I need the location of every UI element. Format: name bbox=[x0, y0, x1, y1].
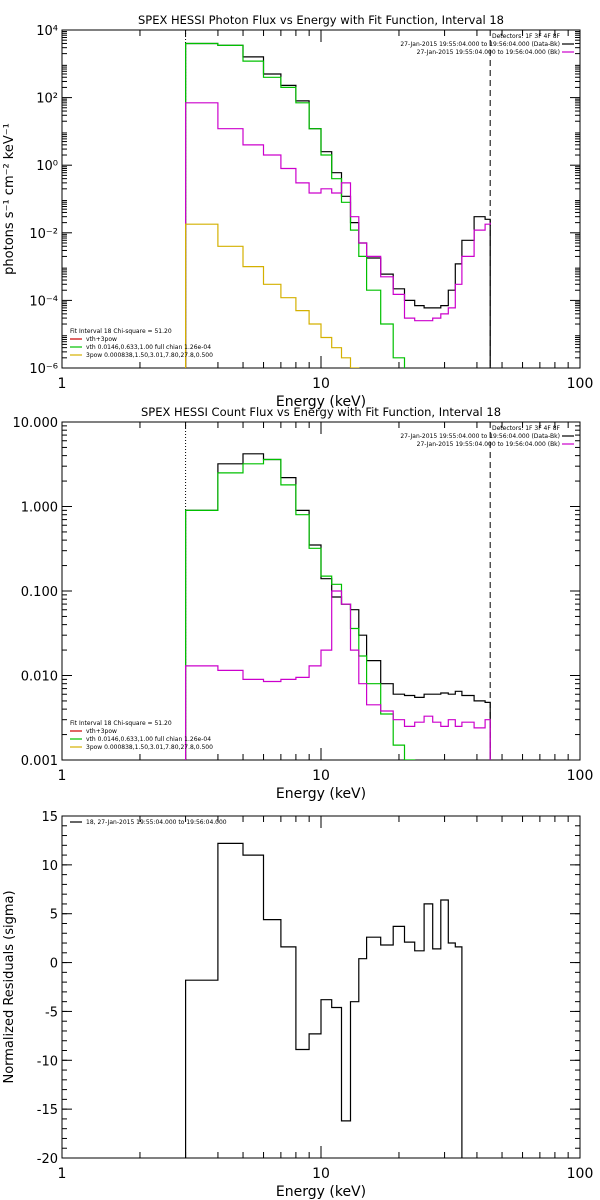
legend-text: vth+3pow bbox=[86, 336, 117, 343]
x-tick-label: 10 bbox=[312, 376, 330, 392]
legend-text: vth 0.0146,0.633,1.00 full chian 1.26e-0… bbox=[86, 736, 211, 743]
y-tick-label: -10 bbox=[37, 1054, 58, 1069]
x-tick-label: 1 bbox=[58, 1166, 67, 1182]
chart-panel-1: SPEX HESSI Photon Flux vs Energy with Fi… bbox=[2, 13, 594, 410]
x-tick-label: 1 bbox=[58, 768, 67, 784]
x-tick-label: 100 bbox=[567, 376, 594, 392]
series-vth bbox=[185, 42, 406, 368]
legend-text: 3pow 0.000838,1.50,3.01,7.80,27.8,0.500 bbox=[86, 352, 213, 359]
y-tick-label: 5 bbox=[50, 908, 58, 923]
axis-frame bbox=[61, 421, 581, 761]
x-tick-label: 100 bbox=[567, 768, 594, 784]
axis-frame bbox=[61, 29, 581, 369]
series-bk bbox=[185, 590, 491, 760]
y-tick-label: -5 bbox=[45, 1005, 58, 1020]
series-residuals bbox=[185, 842, 463, 1158]
y-tick-label: 10.000 bbox=[13, 416, 59, 431]
y-tick-label: 15 bbox=[41, 810, 58, 825]
legend-text: Fit Interval 18 Chi-square = 51.20 bbox=[70, 720, 172, 727]
series-group bbox=[185, 453, 491, 760]
legend-bottom: Fit Interval 18 Chi-square = 51.20vth+3p… bbox=[70, 328, 213, 359]
x-axis-label: Energy (keV) bbox=[276, 1184, 366, 1200]
x-tick-label: 1 bbox=[58, 376, 67, 392]
y-tick-label: -15 bbox=[37, 1103, 58, 1118]
legend-text: 27-Jan-2015 19:55:04.000 to 19:56:04.000… bbox=[400, 433, 560, 440]
y-axis-label: Normalized Residuals (sigma) bbox=[2, 890, 17, 1083]
x-tick-label: 100 bbox=[567, 1166, 594, 1182]
legend-text: 27-Jan-2015 19:55:04.000 to 19:56:04.000… bbox=[417, 49, 560, 56]
legend-text: vth+3pow bbox=[86, 728, 117, 735]
chart-title: SPEX HESSI Photon Flux vs Energy with Fi… bbox=[138, 13, 504, 27]
legend-text: vth 0.0146,0.633,1.00 full chian 1.26e-0… bbox=[86, 344, 211, 351]
legend-bottom: Fit Interval 18 Chi-square = 51.20vth+3p… bbox=[70, 720, 213, 751]
chart-panel-3: 1 10 100 Energy (keV) -20 -15 -10 -5 0 5 10 15 Norma… bbox=[2, 810, 593, 1200]
y-tick-label: 10² bbox=[36, 92, 58, 107]
legend-text: 27-Jan-2015 19:55:04.000 to 19:56:04.000… bbox=[417, 441, 560, 448]
x-tick-label: 10 bbox=[312, 1166, 330, 1182]
series-3pow bbox=[185, 223, 360, 368]
series-vth bbox=[185, 458, 416, 760]
x-axis-label: Energy (keV) bbox=[276, 394, 366, 410]
legend-text: Detectors: 1F 3F 4F 8F bbox=[492, 425, 561, 432]
y-tick-label: 10⁻⁶ bbox=[29, 362, 58, 377]
legend-text: Detectors: 1F 3F 4F 8F bbox=[492, 33, 561, 40]
y-axis-label: photons s⁻¹ cm⁻² keV⁻¹ bbox=[2, 123, 17, 275]
y-tick-label: 10⁻² bbox=[29, 227, 58, 242]
legend-top: 18, 27-Jan-2015 19:55:04.000 to 19:56:04… bbox=[70, 819, 227, 826]
y-tick-label: 10⁰ bbox=[36, 159, 58, 174]
legend-text: 18, 27-Jan-2015 19:55:04.000 to 19:56:04… bbox=[86, 819, 227, 826]
chart-panel-2: SPEX HESSI Count Flux vs Energy with Fit… bbox=[13, 405, 594, 802]
x-axis-label: Energy (keV) bbox=[276, 786, 366, 802]
y-tick-label: 1.000 bbox=[21, 501, 58, 516]
y-tick-label: 0.100 bbox=[21, 585, 58, 600]
y-tick-label: 10⁴ bbox=[36, 24, 58, 39]
legend-text: 3pow 0.000838,1.50,3.01,7.80,27.8,0.500 bbox=[86, 744, 213, 751]
y-tick-label: -20 bbox=[37, 1152, 58, 1167]
chart-title: SPEX HESSI Count Flux vs Energy with Fit… bbox=[141, 405, 501, 419]
y-tick-label: 10⁻⁴ bbox=[29, 294, 58, 309]
series-data-bk bbox=[185, 42, 491, 368]
legend-text: Fit Interval 18 Chi-square = 51.20 bbox=[70, 328, 172, 335]
x-tick-label: 10 bbox=[312, 768, 330, 784]
axis-frame bbox=[61, 815, 581, 1159]
series-group bbox=[185, 842, 463, 1158]
series-group bbox=[185, 42, 491, 368]
y-tick-label: 0 bbox=[50, 957, 58, 972]
y-tick-label: 0.010 bbox=[21, 670, 58, 685]
y-tick-label: 10 bbox=[41, 859, 58, 874]
y-tick-label: 0.001 bbox=[21, 754, 58, 769]
series-bk bbox=[185, 102, 491, 368]
legend-text: 27-Jan-2015 19:55:04.000 to 19:56:04.000… bbox=[400, 41, 560, 48]
